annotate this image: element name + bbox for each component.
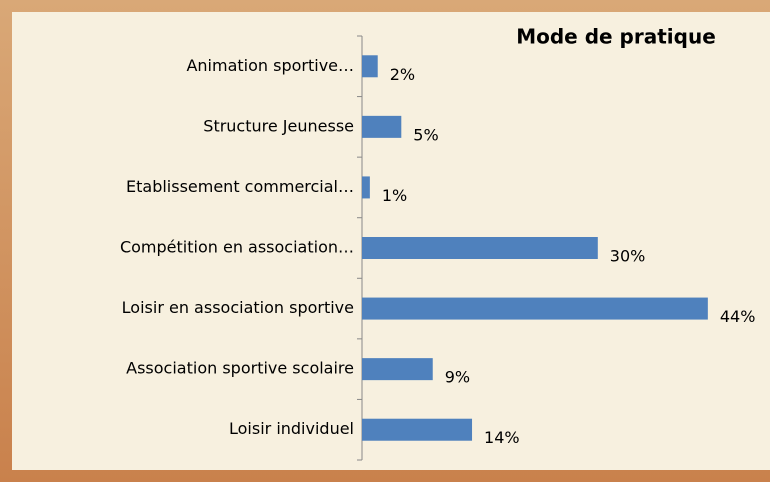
value-label: 14%: [484, 428, 520, 447]
value-label: 44%: [720, 307, 756, 326]
category-label: Compétition en association…: [120, 238, 354, 257]
value-label: 9%: [445, 368, 470, 387]
category-label: Loisir en association sportive: [122, 298, 354, 317]
value-label: 2%: [390, 65, 415, 84]
value-label: 1%: [382, 186, 407, 205]
category-label: Structure Jeunesse: [203, 116, 354, 135]
chart-title: Mode de pratique: [516, 25, 716, 49]
bar: [362, 176, 370, 199]
value-label: 5%: [413, 125, 438, 144]
category-label: Loisir individuel: [229, 419, 354, 438]
category-label: Animation sportive…: [186, 56, 354, 75]
value-label: 30%: [610, 247, 646, 266]
bar: [362, 55, 378, 78]
category-label: Etablissement commercial…: [126, 177, 354, 196]
category-label: Association sportive scolaire: [126, 359, 354, 378]
bar: [362, 418, 473, 441]
bar: [362, 237, 598, 259]
bar: [362, 358, 433, 381]
bar: [362, 297, 708, 320]
bar: [362, 115, 402, 138]
